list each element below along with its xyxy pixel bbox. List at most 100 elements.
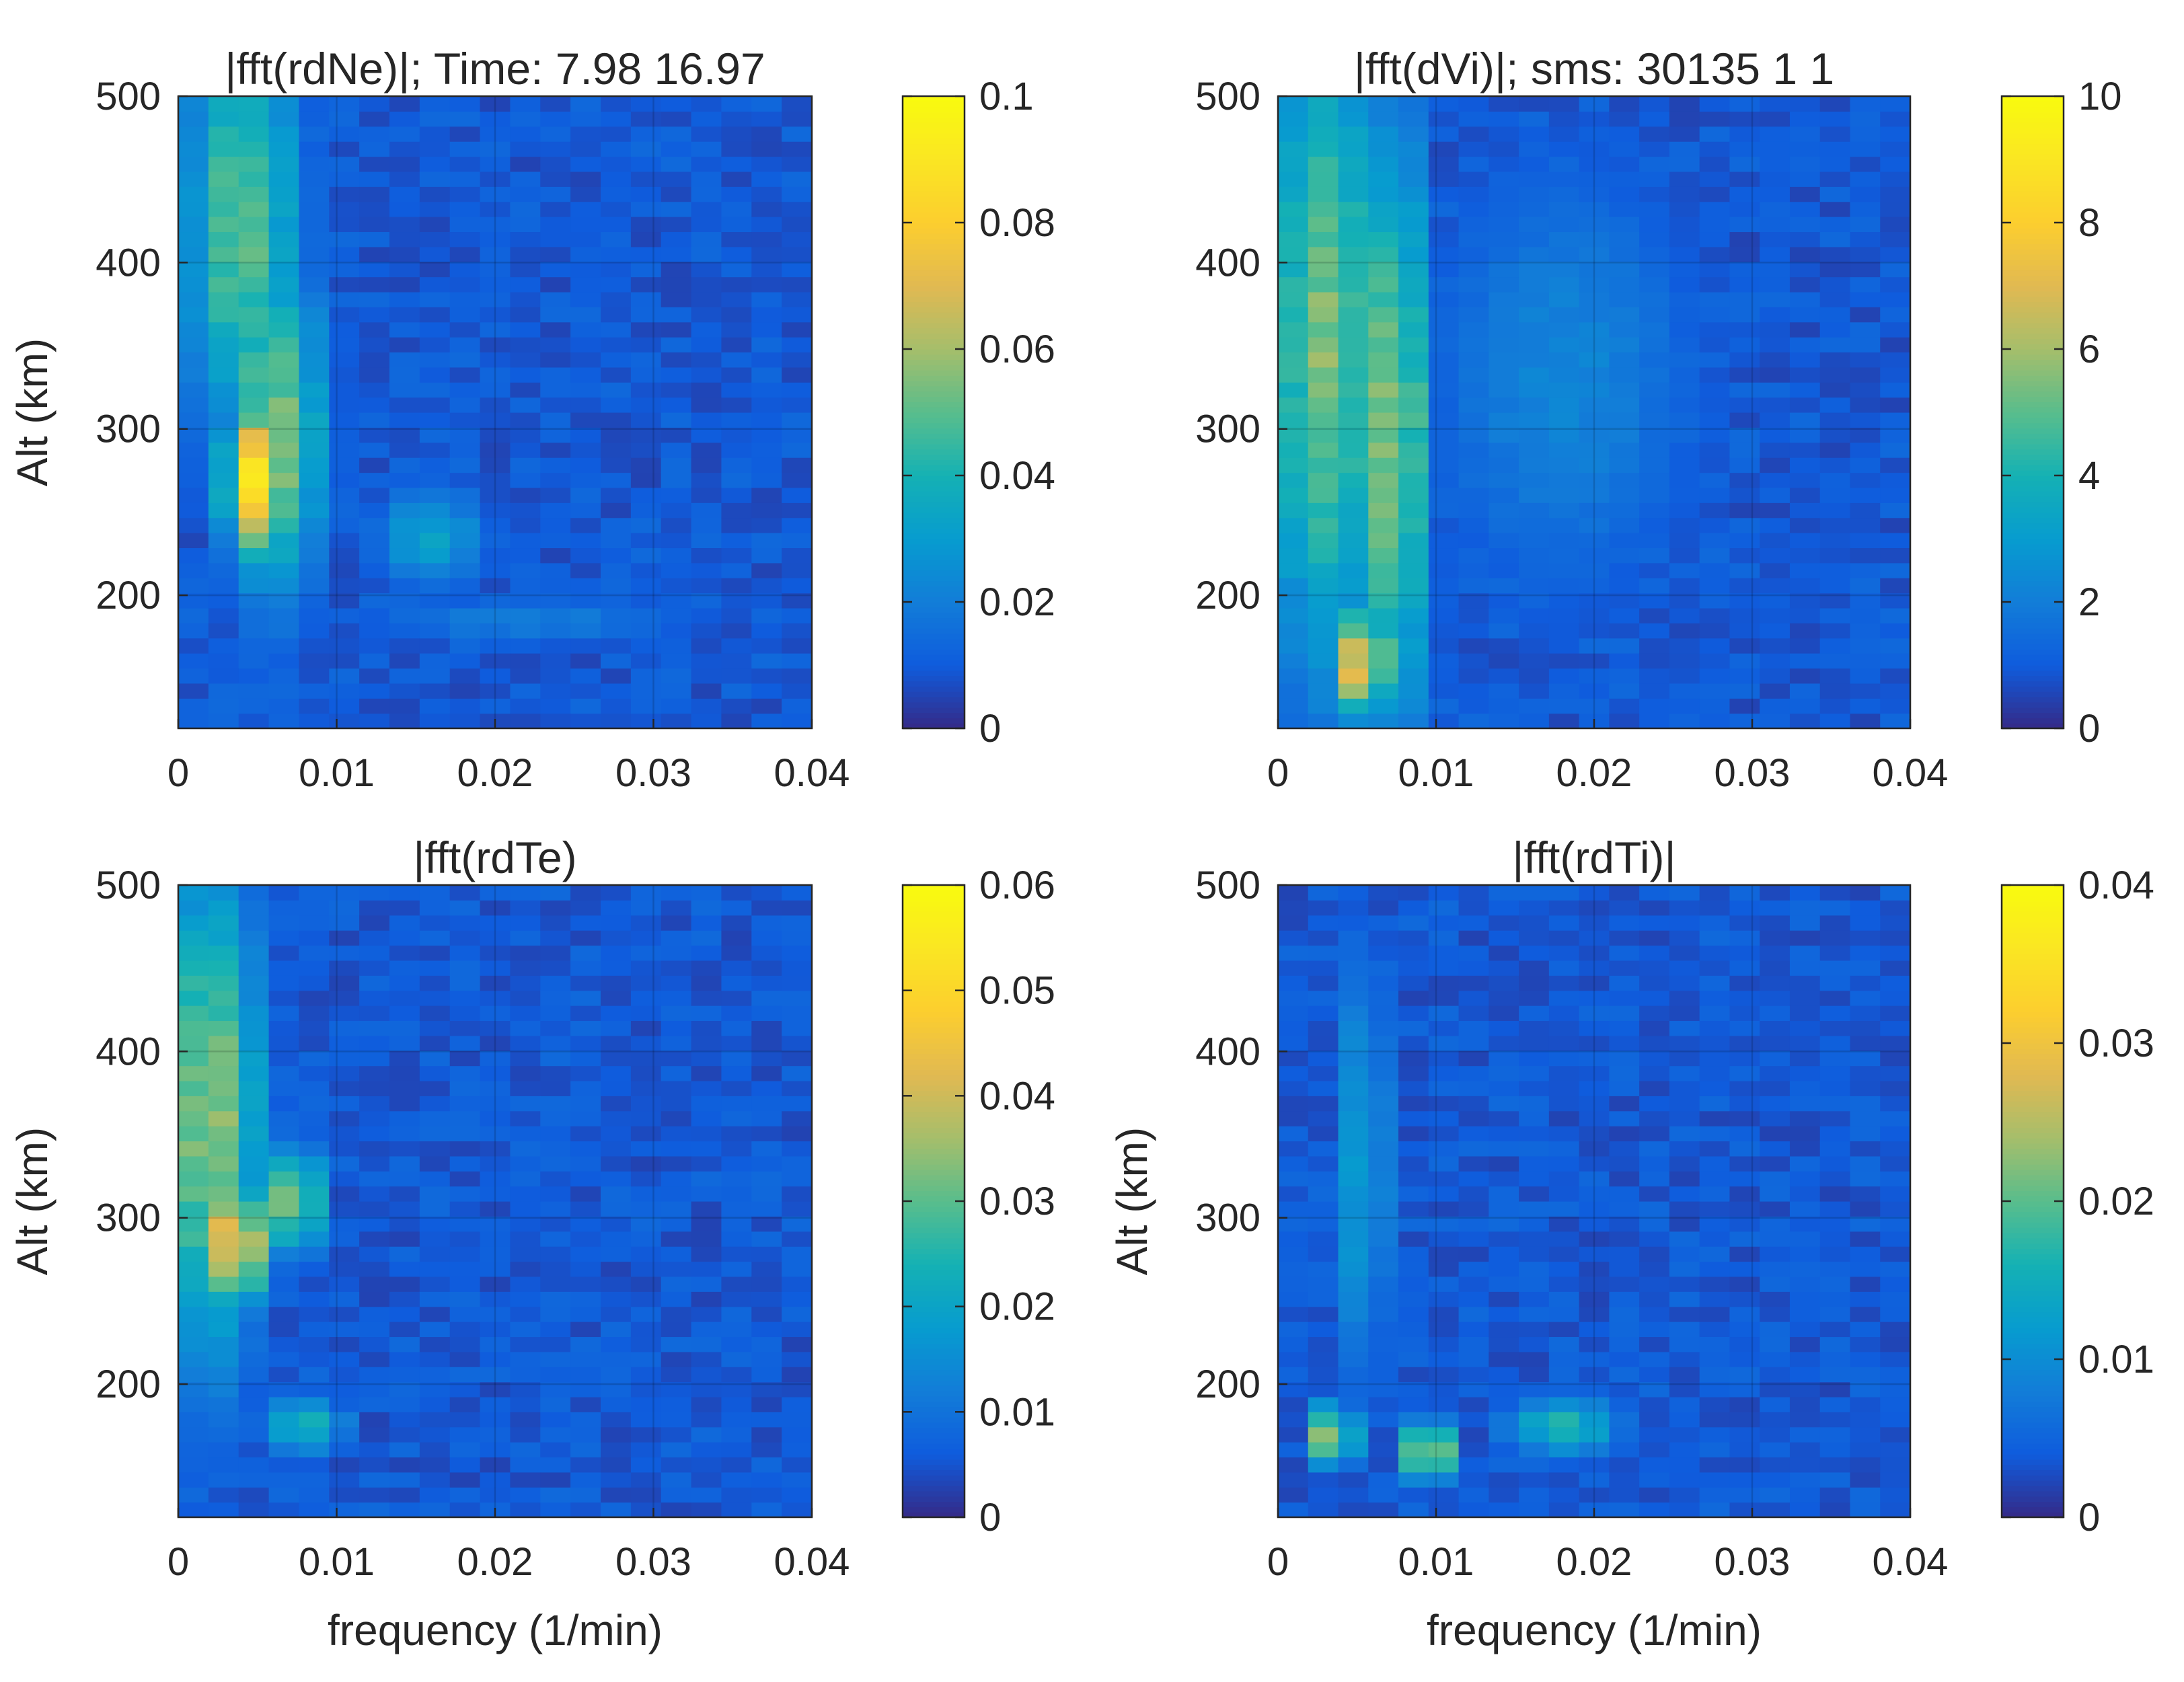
heatmap-cell: [1398, 623, 1429, 639]
heatmap-cell: [329, 698, 360, 714]
heatmap-cell: [1519, 1381, 1550, 1398]
heatmap-cell: [601, 217, 632, 233]
heatmap-cell: [1850, 352, 1881, 368]
heatmap-cell: [1729, 713, 1760, 729]
colorbar-step: [903, 512, 965, 519]
heatmap-cell: [601, 915, 632, 931]
heatmap-cell: [1760, 1471, 1791, 1488]
heatmap-cell: [1819, 1171, 1851, 1187]
heatmap-cell: [570, 171, 601, 187]
heatmap-cell: [1729, 1126, 1760, 1142]
heatmap-cell: [1639, 1442, 1670, 1458]
heatmap-cell: [299, 487, 330, 503]
heatmap-cell: [1428, 412, 1460, 428]
heatmap-cell: [510, 1096, 541, 1112]
colorbar-step: [2002, 1469, 2064, 1476]
heatmap-cell: [1639, 1005, 1670, 1022]
heatmap-cell: [208, 1155, 239, 1172]
heatmap-cell: [1880, 698, 1911, 714]
heatmap-cell: [540, 885, 571, 901]
colorbar-step: [903, 1311, 965, 1317]
heatmap-cell: [751, 217, 782, 233]
colorbar-step: [903, 1512, 965, 1518]
heatmap-cell: [299, 930, 330, 946]
heatmap-cell: [1458, 276, 1489, 293]
heatmap-cell: [630, 1276, 662, 1292]
heatmap-cell: [208, 442, 239, 458]
heatmap-cell: [1308, 472, 1339, 488]
heatmap-cell: [208, 1261, 239, 1277]
heatmap-cell: [1760, 1261, 1791, 1277]
heatmap-cell: [449, 156, 481, 172]
heatmap-cell: [238, 930, 270, 946]
heatmap-cell: [1819, 960, 1851, 976]
heatmap-cell: [389, 653, 420, 669]
colorbar-step: [903, 1396, 965, 1402]
heatmap-cell: [268, 1276, 300, 1292]
heatmap-cell: [329, 186, 360, 202]
colorbar-step: [903, 164, 965, 171]
heatmap-cell: [359, 1035, 390, 1051]
heatmap-cell: [1699, 111, 1731, 127]
heatmap-cell: [1489, 382, 1519, 398]
heatmap-cell: [419, 638, 451, 654]
heatmap-cell: [1489, 1367, 1519, 1383]
heatmap-cell: [419, 171, 451, 187]
heatmap-cell: [1368, 1291, 1399, 1307]
heatmap-cell: [1278, 1141, 1309, 1157]
heatmap-cell: [1880, 885, 1911, 901]
heatmap-cell: [419, 683, 451, 699]
heatmap-cell: [570, 533, 601, 549]
heatmap-cell: [419, 1065, 451, 1081]
heatmap-cell: [540, 1261, 571, 1277]
heatmap-cell: [1699, 607, 1731, 623]
heatmap-cell: [1308, 1442, 1339, 1458]
heatmap-cell: [1278, 653, 1309, 669]
heatmap-cell: [540, 1471, 571, 1488]
heatmap-cell: [1278, 217, 1309, 233]
heatmap-cell: [721, 668, 752, 684]
heatmap-cell: [268, 291, 300, 307]
heatmap-cell: [1308, 1276, 1339, 1292]
heatmap-cell: [691, 638, 722, 654]
heatmap-cell: [1760, 397, 1791, 413]
heatmap-cell: [268, 1201, 300, 1217]
heatmap-cell: [359, 698, 390, 714]
heatmap-cell: [389, 412, 420, 428]
heatmap-cell: [238, 653, 270, 669]
heatmap-cell: [1489, 352, 1519, 368]
heatmap-cell: [661, 1080, 692, 1096]
heatmap-cell: [1398, 382, 1429, 398]
heatmap-cell: [1489, 1502, 1519, 1518]
colorbar-tick-label: 0.01: [979, 1390, 1055, 1434]
heatmap-cell: [540, 1126, 571, 1142]
heatmap-cell: [1548, 1141, 1580, 1157]
heatmap-cell: [1639, 1367, 1670, 1383]
heatmap-cell: [661, 1186, 692, 1202]
colorbar: 00.010.020.030.04: [2000, 864, 2154, 1539]
heatmap-cell: [268, 683, 300, 699]
heatmap-cell: [1519, 1502, 1550, 1518]
colorbar-step: [2002, 1180, 2064, 1186]
colorbar-step: [2002, 486, 2064, 492]
heatmap-cell: [389, 382, 420, 398]
heatmap-cell: [691, 457, 722, 473]
heatmap-cell: [510, 1155, 541, 1172]
heatmap-cell: [1609, 653, 1640, 669]
heatmap-cell: [299, 1065, 330, 1081]
heatmap-cell: [1609, 607, 1640, 623]
heatmap-cell: [540, 291, 571, 307]
heatmap-cell: [268, 1367, 300, 1383]
heatmap-cell: [540, 1005, 571, 1022]
heatmap-cell: [1548, 1201, 1580, 1217]
heatmap-cell: [1789, 141, 1821, 157]
heatmap-cell: [751, 246, 782, 262]
heatmap-cell: [1819, 1216, 1851, 1232]
heatmap-cell: [1760, 1276, 1791, 1292]
colorbar-step: [2002, 1432, 2064, 1439]
heatmap-cell: [1699, 638, 1731, 654]
heatmap-cell: [570, 1246, 601, 1262]
heatmap-cell: [1669, 1246, 1700, 1262]
heatmap-cell: [1609, 291, 1640, 307]
colorbar-step: [903, 607, 965, 613]
